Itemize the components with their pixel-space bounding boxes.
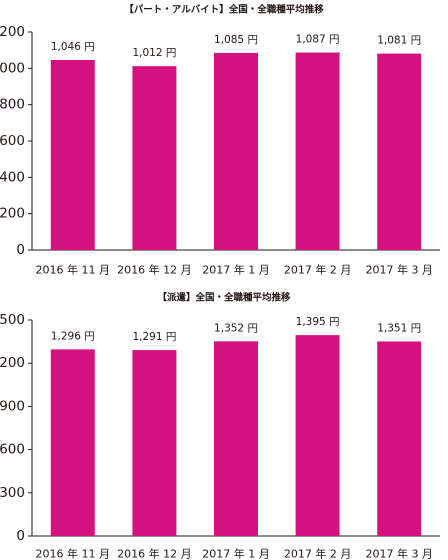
bar-value-label: 1,085 円 [214, 34, 258, 46]
x-category-label: 2016 年 12 月 [117, 547, 191, 560]
bar [377, 53, 422, 250]
bar [50, 349, 95, 536]
y-tick-label: 1500 [0, 312, 25, 328]
x-category-label: 2016 年 11 月 [36, 263, 110, 277]
chart-dispatch: 【派遣】全国・全職種平均推移 0 300 600 900 1200 1500 1,296 円 2… [0, 292, 440, 560]
y-tick-label: 1200 [0, 355, 25, 371]
bar [295, 52, 340, 250]
y-tick-label: 600 [0, 442, 25, 458]
bar [50, 59, 95, 250]
x-category-label: 2017 年 3 月 [365, 547, 432, 560]
x-category-label: 2017 年 2 月 [284, 263, 351, 277]
bar [132, 66, 177, 250]
y-tick-label: 600 [0, 133, 25, 149]
bar-value-label: 1,012 円 [132, 47, 176, 59]
y-tick-label: 1000 [0, 60, 25, 76]
bar [377, 341, 422, 536]
bar-value-label: 1,352 円 [214, 322, 258, 334]
bar-value-label: 1,351 円 [377, 322, 421, 334]
chart-title: 【派遣】全国・全職種平均推移 [157, 292, 291, 304]
x-category-label: 2017 年 3 月 [365, 263, 432, 277]
y-tick-label: 400 [0, 169, 25, 185]
y-tick-label: 0 [16, 242, 25, 258]
bar-value-label: 1,395 円 [296, 316, 340, 328]
x-category-label: 2017 年 1 月 [202, 547, 269, 560]
y-tick-label: 800 [0, 97, 25, 113]
bar [214, 52, 258, 251]
bar [132, 350, 177, 536]
chart-title: 【パート・アルバイト】全国・全職種平均推移 [124, 4, 324, 16]
x-category-label: 2017 年 2 月 [284, 547, 351, 560]
chart-part-time: 【パート・アルバイト】全国・全職種平均推移 0 200 400 600 800 1000 12… [0, 4, 440, 277]
bar-value-label: 1,087 円 [296, 34, 340, 46]
x-category-label: 2016 年 12 月 [117, 263, 191, 277]
y-tick-label: 200 [0, 206, 25, 222]
x-category-label: 2017 年 1 月 [202, 263, 269, 277]
y-tick-label: 1200 [0, 24, 25, 40]
bar-value-label: 1,046 円 [51, 41, 95, 53]
y-tick-label: 900 [0, 398, 25, 414]
bar-value-label: 1,081 円 [377, 35, 421, 47]
bar [295, 335, 340, 536]
y-tick-label: 300 [0, 485, 25, 501]
x-category-label: 2016 年 11 月 [36, 547, 110, 560]
bar [214, 341, 258, 536]
bar-value-label: 1,296 円 [51, 330, 95, 342]
bar-value-label: 1,291 円 [132, 331, 176, 343]
y-tick-label: 0 [16, 528, 25, 544]
